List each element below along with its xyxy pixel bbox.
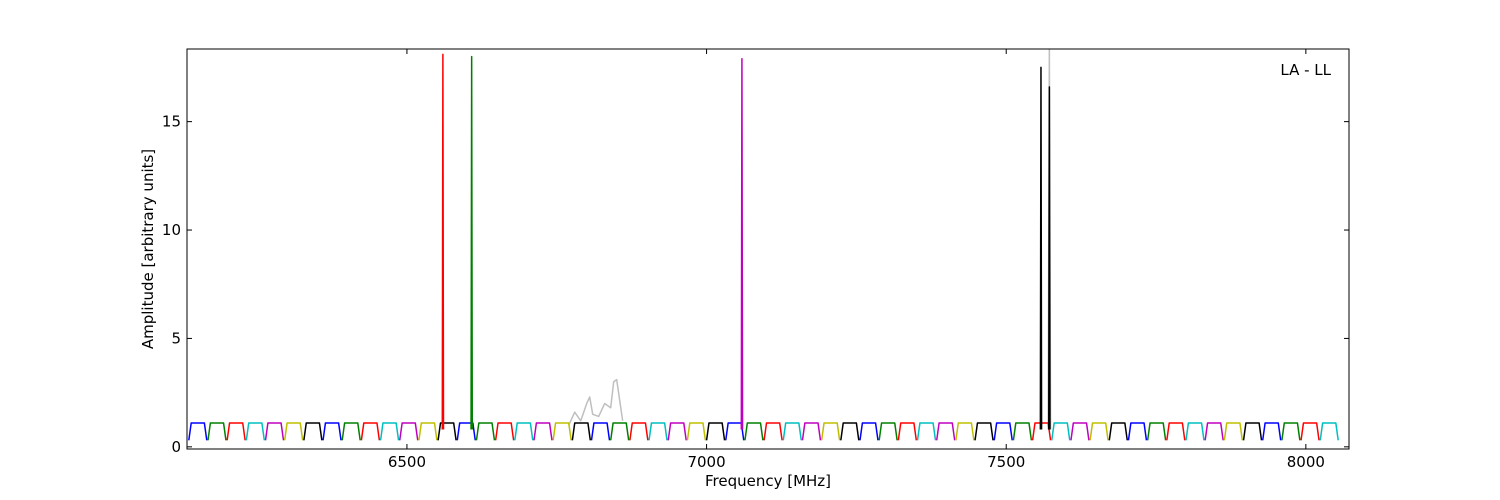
data-line bbox=[207, 422, 1301, 441]
x-axis-label: Frequency [MHz] bbox=[705, 472, 831, 490]
plot-frame bbox=[186, 48, 1350, 450]
plot-area bbox=[187, 49, 1349, 449]
y-axis-label: Amplitude [arbitrary units] bbox=[139, 149, 157, 349]
data-line bbox=[470, 55, 474, 430]
x-tick-label: 6500 bbox=[388, 453, 426, 471]
data-line bbox=[441, 53, 445, 430]
data-line bbox=[303, 422, 1263, 441]
data-line bbox=[1039, 66, 1051, 430]
y-tick-label: 15 bbox=[162, 113, 181, 131]
lines bbox=[188, 49, 1339, 441]
y-tick-label: 0 bbox=[171, 438, 181, 456]
data-line bbox=[283, 422, 1244, 441]
data-line bbox=[740, 58, 744, 430]
x-tick-label: 7500 bbox=[987, 453, 1025, 471]
data-line bbox=[245, 422, 1339, 441]
x-tick-label: 8000 bbox=[1287, 453, 1325, 471]
annotation: LA - LL bbox=[1280, 61, 1331, 79]
y-tick-label: 10 bbox=[162, 221, 181, 239]
data-line bbox=[188, 422, 1282, 441]
data-line bbox=[264, 422, 1224, 441]
x-tick-label: 7000 bbox=[687, 453, 725, 471]
y-tick-label: 5 bbox=[171, 329, 181, 347]
